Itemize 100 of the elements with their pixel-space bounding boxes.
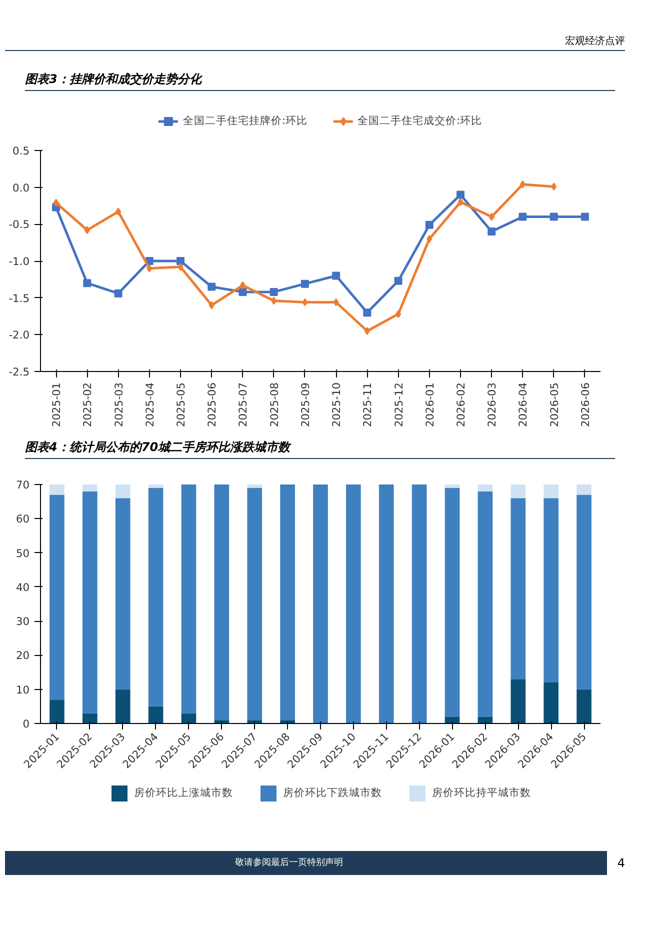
bar bbox=[181, 713, 196, 724]
x-tick-label: 2025-11 bbox=[361, 382, 374, 428]
point bbox=[488, 228, 496, 236]
text: 4 bbox=[607, 851, 635, 875]
x-tick-label: 2025-01 bbox=[50, 382, 64, 428]
x-tick-label: 2025-04 bbox=[143, 382, 156, 428]
bar bbox=[115, 689, 130, 724]
y-tick-label: 50 bbox=[16, 546, 30, 560]
y-tick-label: -1.5 bbox=[8, 292, 30, 305]
y-tick-label: -2.0 bbox=[8, 328, 30, 342]
x-tick-label: 2026-02 bbox=[454, 382, 468, 428]
y-tick-label: 70 bbox=[16, 478, 30, 492]
point bbox=[83, 279, 92, 288]
point bbox=[551, 182, 557, 191]
point bbox=[240, 281, 246, 290]
bar bbox=[82, 484, 98, 492]
x-tick-label: 2026-05 bbox=[548, 382, 561, 428]
chart-title: 图表4：统计局公布的70城二手房环比涨跌城市数 bbox=[25, 439, 615, 459]
point bbox=[518, 212, 527, 221]
y-tick-label: 40 bbox=[16, 580, 30, 594]
x-tick-label: 2025-07 bbox=[236, 382, 250, 428]
legend-label: 全国二手住宅挂牌价:环比 bbox=[182, 114, 308, 128]
bar bbox=[412, 484, 427, 724]
y-tick-label: -2.5 bbox=[8, 366, 30, 378]
bar bbox=[478, 484, 493, 492]
y-tick-label: 60 bbox=[16, 512, 30, 526]
bar bbox=[148, 484, 164, 488]
y-tick-label: 0.0 bbox=[12, 181, 30, 194]
point bbox=[580, 212, 589, 221]
point bbox=[178, 262, 184, 271]
point bbox=[458, 198, 464, 206]
point bbox=[208, 301, 214, 310]
y-tick-label: 10 bbox=[16, 683, 30, 696]
text: 宏观经济点评 bbox=[5, 35, 625, 51]
bar bbox=[576, 494, 592, 690]
y-tick-label: 0 bbox=[22, 718, 30, 730]
bar bbox=[50, 484, 64, 495]
chart-title: 图表3：挂牌价和成交价走势分化 bbox=[25, 71, 615, 91]
bar bbox=[510, 679, 526, 724]
bar bbox=[82, 491, 98, 714]
point bbox=[271, 296, 277, 305]
legend-label: 房价环比持平城市数 bbox=[432, 786, 531, 800]
point bbox=[208, 282, 216, 291]
bar bbox=[478, 491, 493, 717]
bar bbox=[247, 488, 262, 720]
point bbox=[550, 212, 558, 221]
x-tick-label: 2026-06 bbox=[578, 382, 592, 428]
bar bbox=[148, 488, 164, 706]
bar bbox=[214, 484, 230, 720]
legend-label: 全国二手住宅成交价:环比 bbox=[358, 114, 482, 128]
bar bbox=[247, 484, 262, 488]
x-tick-label: 2025-05 bbox=[174, 382, 188, 428]
point bbox=[270, 288, 278, 296]
bar bbox=[576, 484, 592, 495]
bar bbox=[544, 682, 558, 724]
bar bbox=[510, 484, 526, 498]
point bbox=[332, 272, 340, 280]
legend-label: 房价环比上涨城市数 bbox=[134, 786, 233, 800]
bar bbox=[510, 498, 526, 680]
bar bbox=[544, 498, 558, 683]
x-tick-label: 2025-08 bbox=[268, 382, 281, 428]
bar bbox=[115, 498, 130, 690]
bar bbox=[478, 716, 493, 724]
bar bbox=[444, 488, 460, 717]
x-tick-label: 2025-10 bbox=[330, 382, 344, 428]
point bbox=[488, 212, 494, 221]
bar bbox=[378, 484, 394, 724]
legend-label: 房价环比下跌城市数 bbox=[283, 786, 382, 800]
x-tick-label: 2025-02 bbox=[81, 382, 94, 428]
y-tick-label: 30 bbox=[16, 615, 30, 628]
text: 敬请参阅最后一页特别声明 bbox=[235, 858, 343, 868]
point bbox=[395, 310, 402, 318]
x-tick-label: 2025-03 bbox=[112, 382, 126, 428]
point bbox=[114, 289, 122, 298]
point bbox=[84, 226, 90, 234]
point bbox=[302, 298, 308, 306]
point bbox=[520, 180, 526, 188]
bar bbox=[50, 494, 64, 700]
bar bbox=[444, 484, 460, 488]
y-tick-label: -1.0 bbox=[8, 255, 30, 268]
point bbox=[53, 198, 59, 207]
bar bbox=[50, 700, 64, 724]
bar bbox=[313, 484, 328, 724]
point bbox=[394, 276, 402, 285]
point bbox=[456, 190, 464, 199]
point bbox=[333, 298, 339, 306]
bar bbox=[181, 484, 196, 714]
bar bbox=[576, 689, 592, 724]
bar bbox=[444, 716, 460, 724]
point bbox=[146, 264, 152, 272]
bar bbox=[280, 484, 295, 720]
point bbox=[238, 288, 247, 296]
point bbox=[425, 220, 434, 229]
y-tick-label: 20 bbox=[16, 649, 30, 662]
x-tick-label: 2026-03 bbox=[486, 382, 499, 428]
point bbox=[426, 234, 432, 243]
x-tick-label: 2025-09 bbox=[298, 382, 312, 428]
bar bbox=[346, 484, 361, 724]
x-tick-label: 2025-12 bbox=[392, 382, 406, 428]
point bbox=[176, 257, 184, 265]
